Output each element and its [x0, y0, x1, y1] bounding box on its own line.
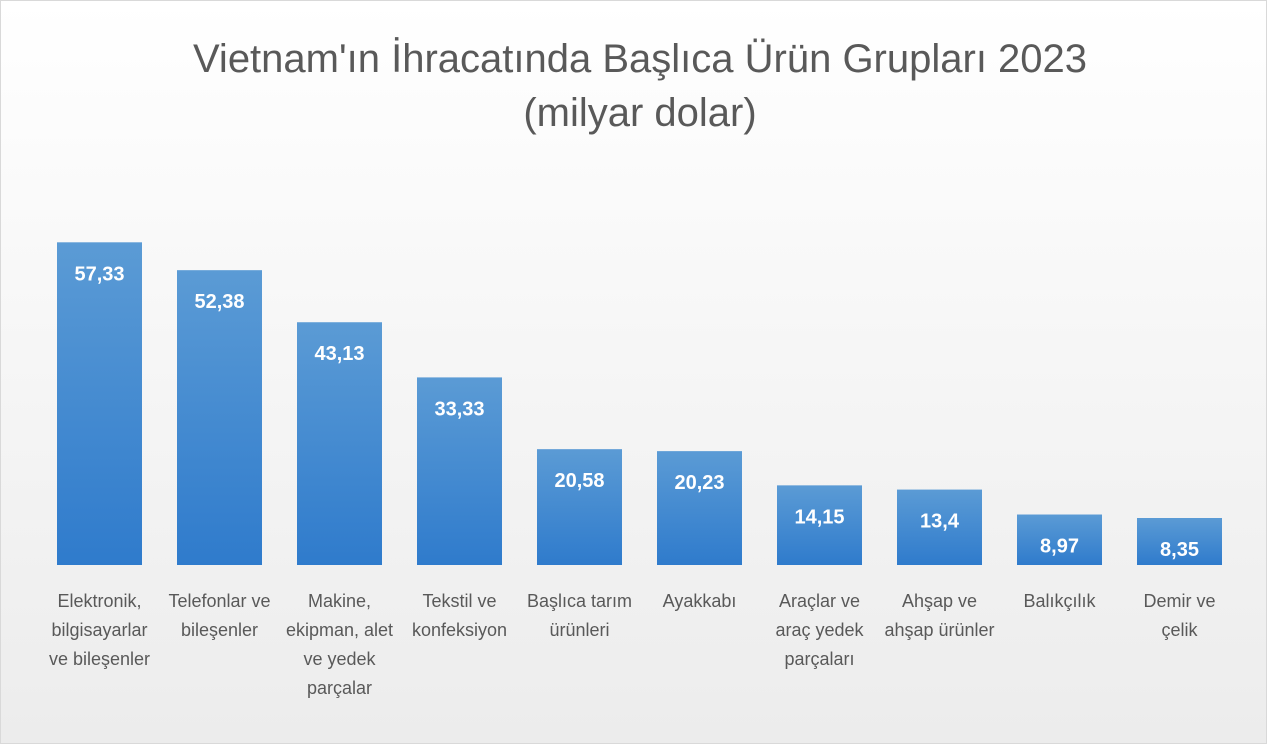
data-label: 33,33: [434, 398, 484, 420]
data-label: 20,23: [674, 472, 724, 494]
data-label: 43,13: [314, 343, 364, 365]
bar: [57, 242, 142, 565]
data-label: 8,97: [1040, 536, 1079, 558]
bar: [777, 485, 862, 565]
data-label: 14,15: [794, 506, 844, 528]
x-tick-label: Balıkçılık: [1023, 591, 1096, 611]
data-label: 52,38: [194, 291, 244, 313]
data-label: 57,33: [74, 263, 124, 285]
x-tick-label: Tekstil ve konfeksiyon: [412, 591, 507, 640]
x-tick-label: Elektronik, bilgisayarlar ve bileşenler: [49, 591, 150, 669]
chart-subtitle: (milyar dolar): [523, 91, 756, 135]
bar: [1017, 514, 1102, 565]
bar: [1137, 518, 1222, 565]
data-label: 20,58: [554, 470, 604, 492]
chart-title: Vietnam'ın İhracatında Başlıca Ürün Grup…: [193, 36, 1087, 81]
bar: [897, 489, 982, 565]
bar: [657, 451, 742, 565]
bar: [417, 377, 502, 565]
x-tick-label: Telefonlar ve bileşenler: [168, 591, 270, 640]
x-tick-label: Ahşap ve ahşap ürünler: [884, 591, 994, 640]
bar: [297, 322, 382, 565]
bar: [537, 449, 622, 565]
x-tick-label: Araçlar ve araç yedek parçaları: [775, 591, 864, 669]
x-tick-label: Demir ve çelik: [1143, 591, 1215, 640]
x-tick-label: Makine, ekipman, alet ve yedek parçalar: [286, 591, 393, 698]
x-tick-label: Ayakkabı: [663, 591, 737, 611]
data-label: 13,4: [920, 511, 960, 533]
x-tick-label: Başlıca tarım ürünleri: [527, 591, 632, 640]
bar: [177, 270, 262, 565]
data-label: 8,35: [1160, 539, 1199, 561]
